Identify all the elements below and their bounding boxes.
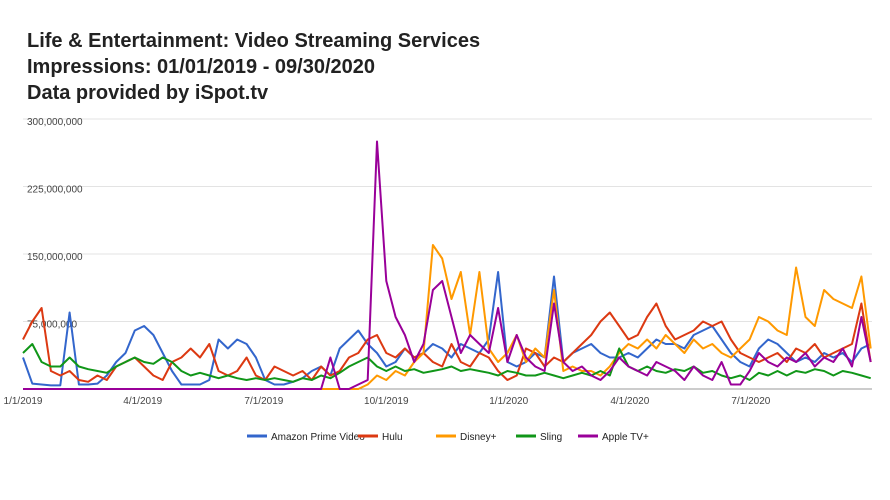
legend-item-label: Hulu xyxy=(382,432,403,443)
chart-title-line-2: Impressions: 01/01/2019 - 09/30/2020 xyxy=(27,56,376,78)
series-line-hulu xyxy=(22,302,872,383)
legend-item-label: Sling xyxy=(540,432,562,443)
y-tick-label: 150,000,000 xyxy=(27,252,83,263)
series-line-apple-tv- xyxy=(23,140,872,390)
y-tick-label: 300,000,000 xyxy=(27,117,83,128)
x-tick-label: 7/1/2019 xyxy=(244,396,283,407)
legend-item-label: Apple TV+ xyxy=(602,432,649,443)
legend-item-label: Disney+ xyxy=(460,432,497,443)
x-tick-label: 4/1/2019 xyxy=(123,396,162,407)
chart-title-line-1: Life & Entertainment: Video Streaming Se… xyxy=(27,30,481,52)
x-tick-label: 1/1/2020 xyxy=(489,396,528,407)
legend-item-label: Amazon Prime Video xyxy=(271,432,365,443)
y-tick-label: 75,000,000 xyxy=(27,320,77,331)
x-tick-label: 10/1/2019 xyxy=(364,396,409,407)
x-tick-label: 1/1/2019 xyxy=(4,396,43,407)
y-tick-label: 225,000,000 xyxy=(27,185,83,196)
x-tick-label: 7/1/2020 xyxy=(731,396,770,407)
chart-title-line-3: Data provided by iSpot.tv xyxy=(27,82,269,104)
series-line-sling xyxy=(22,343,871,383)
x-tick-label: 4/1/2020 xyxy=(610,396,649,407)
